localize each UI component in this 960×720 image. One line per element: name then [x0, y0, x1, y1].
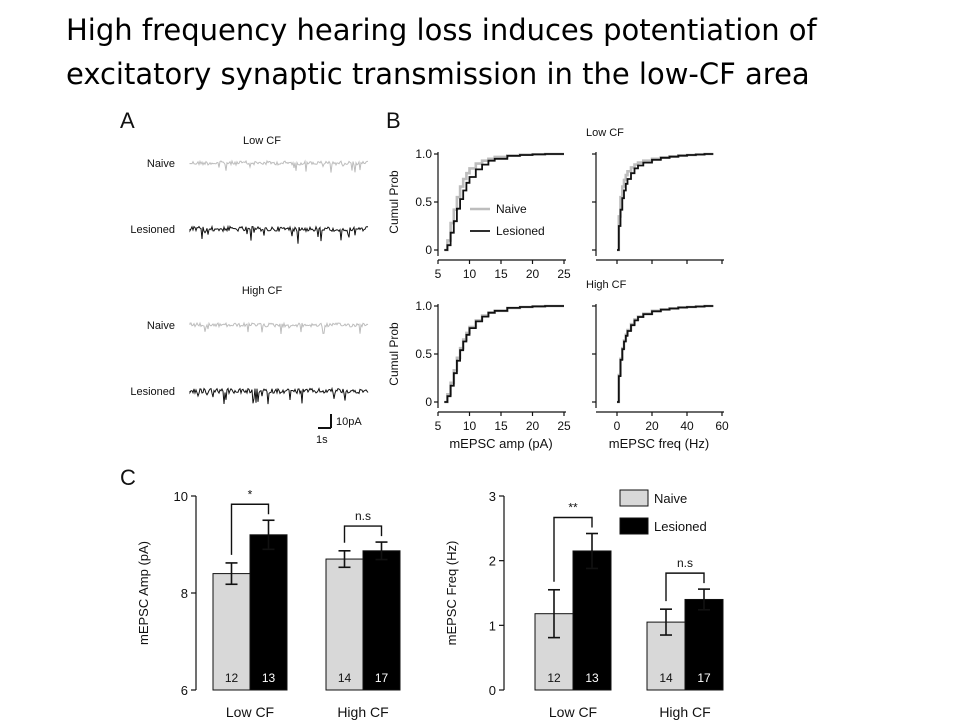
- panel-a-trace-label: Naive: [147, 320, 175, 332]
- trace-lesioned-low-cf: [189, 224, 369, 244]
- tick-label-y-0: 0.5: [415, 195, 432, 209]
- tick-label-y-0: 1.0: [415, 147, 432, 161]
- tick-label-x-2: 10: [463, 419, 477, 433]
- tick-label-x-0: 10: [463, 267, 477, 281]
- bar-n-label: 13: [262, 671, 276, 685]
- tick-label-x-0: 5: [435, 267, 442, 281]
- bar-naive: [212, 573, 251, 691]
- panel-letter-c: C: [120, 465, 136, 490]
- tick-label-x-0: 15: [494, 267, 508, 281]
- bar-axis-label-y-0: mEPSC Amp (pA): [136, 541, 151, 645]
- trace-naive-low-cf: [189, 159, 368, 173]
- bar-n-label: 13: [585, 671, 599, 685]
- tick-label-x-0: 25: [557, 267, 571, 281]
- significance-bracket: [553, 516, 593, 582]
- tick-label-x-0: 20: [526, 267, 540, 281]
- tick-label-y-2: 0: [425, 395, 432, 409]
- tick-label-x-3: 0: [614, 419, 621, 433]
- cdf-line-naive: [444, 304, 564, 404]
- legend-label-naive: Naive: [496, 202, 527, 216]
- cdf-line-lesioned: [444, 153, 564, 251]
- bar-tick-label-y-1: 0: [489, 683, 496, 698]
- axis-label-y-2: Cumul Prob: [387, 322, 401, 386]
- tick-label-y-2: 1.0: [415, 299, 432, 313]
- bar-tick-label-y-1: 1: [489, 618, 496, 633]
- panel-a-group-title: Low CF: [243, 135, 281, 147]
- panel-b-row-label: Low CF: [586, 127, 624, 139]
- trace-naive-high-cf: [189, 321, 369, 334]
- significance-label: n.s: [677, 556, 693, 570]
- bar-tick-label-y-0: 6: [181, 683, 188, 698]
- tick-label-y-0: 0: [425, 243, 432, 257]
- axis-label-y-0: Cumul Prob: [387, 170, 401, 234]
- bar-n-label: 17: [697, 671, 711, 685]
- bar-category-label: Low CF: [226, 704, 274, 720]
- panel-b-row-label: High CF: [586, 279, 627, 291]
- axis-label-x-2: mEPSC amp (pA): [449, 436, 552, 451]
- scalebar-time-label: 1s: [316, 434, 328, 446]
- bar-n-label: 17: [375, 671, 389, 685]
- significance-label: *: [248, 487, 253, 501]
- legend-label-lesioned: Lesioned: [654, 519, 707, 534]
- panel-a-trace-label: Lesioned: [130, 386, 175, 398]
- bar-tick-label-y-0: 10: [174, 489, 188, 504]
- tick-label-x-3: 60: [715, 419, 729, 433]
- tick-label-x-3: 40: [680, 419, 694, 433]
- bar-axis-label-y-1: mEPSC Freq (Hz): [444, 541, 459, 646]
- bar-n-label: 14: [338, 671, 352, 685]
- bar-tick-label-y-0: 8: [181, 586, 188, 601]
- legend-label-naive: Naive: [654, 491, 687, 506]
- tick-label-y-2: 0.5: [415, 347, 432, 361]
- significance-bracket: [343, 525, 383, 543]
- panel-a-trace-label: Naive: [147, 158, 175, 170]
- cdf-line-naive: [617, 152, 714, 252]
- tick-label-x-2: 5: [435, 419, 442, 433]
- bar-n-label: 12: [225, 671, 239, 685]
- significance-label: n.s: [355, 509, 371, 523]
- legend-label-lesioned: Lesioned: [496, 224, 545, 238]
- panel-a-trace-label: Lesioned: [130, 224, 175, 236]
- bar-category-label: High CF: [659, 704, 710, 720]
- bar-lesioned: [684, 598, 724, 691]
- bar-tick-label-y-1: 2: [489, 554, 496, 569]
- cdf-line-lesioned: [617, 153, 714, 251]
- bar-n-label: 14: [659, 671, 673, 685]
- significance-label: **: [568, 501, 578, 515]
- tick-label-x-2: 15: [494, 419, 508, 433]
- significance-bracket: [665, 572, 705, 602]
- cdf-line-lesioned: [444, 305, 564, 403]
- panel-letter-a: A: [120, 108, 135, 133]
- bar-tick-label-y-1: 3: [489, 489, 496, 504]
- panel-a-group-title: High CF: [242, 285, 283, 297]
- cdf-line-naive: [617, 304, 714, 404]
- bar-lesioned: [572, 550, 612, 691]
- cdf-line-lesioned: [617, 305, 714, 403]
- bar-lesioned: [362, 550, 401, 691]
- tick-label-x-3: 20: [645, 419, 659, 433]
- significance-bracket: [230, 503, 270, 555]
- slide-title-line-1: High frequency hearing loss induces pote…: [66, 13, 817, 47]
- bar-category-label: Low CF: [549, 704, 597, 720]
- trace-lesioned-high-cf: [189, 386, 369, 405]
- bar-n-label: 12: [547, 671, 561, 685]
- scalebar-amp-label: 10pA: [336, 416, 362, 428]
- bar-lesioned: [249, 534, 288, 691]
- legend-swatch-naive: [619, 489, 649, 507]
- slide-title-line-2: excitatory synaptic transmission in the …: [66, 57, 810, 91]
- bar-category-label: High CF: [337, 704, 388, 720]
- tick-label-x-2: 20: [526, 419, 540, 433]
- panel-letter-b: B: [386, 108, 401, 133]
- slide-title: High frequency hearing loss induces pote…: [66, 8, 946, 96]
- axis-label-x-3: mEPSC freq (Hz): [609, 436, 709, 451]
- legend-swatch-lesioned: [619, 517, 649, 535]
- tick-label-x-2: 25: [557, 419, 571, 433]
